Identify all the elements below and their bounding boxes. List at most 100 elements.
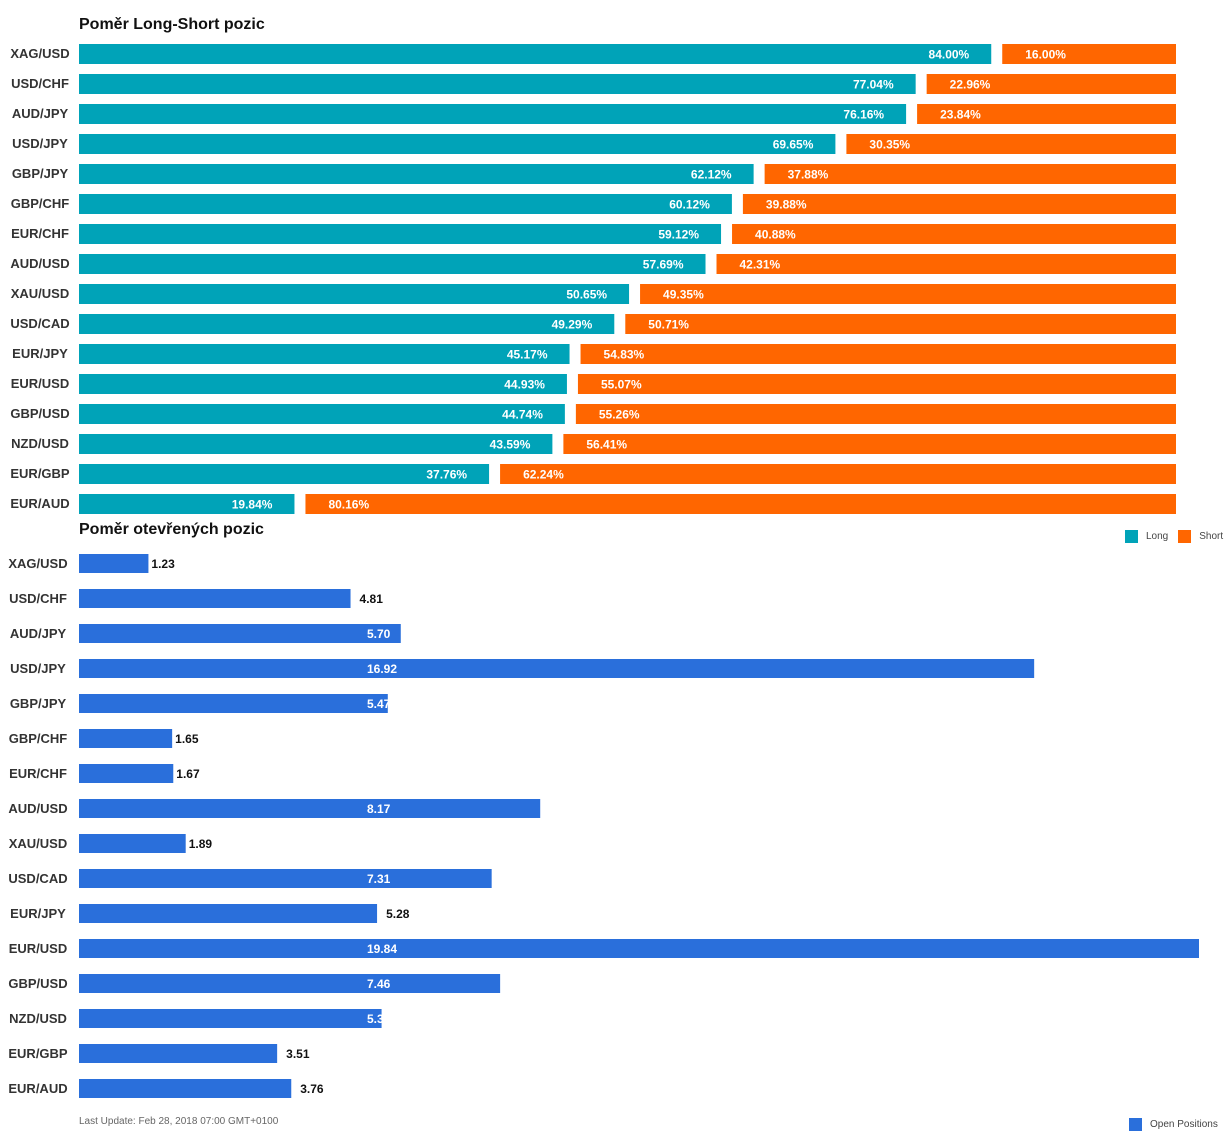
- long-value-label: 19.84%: [232, 498, 273, 512]
- category-label: GBP/CHF: [9, 731, 68, 746]
- category-label: USD/CAD: [10, 316, 69, 331]
- category-label: USD/JPY: [10, 661, 66, 676]
- category-label: EUR/USD: [9, 941, 68, 956]
- open-positions-value-label: 5.70: [367, 627, 391, 641]
- short-value-label: 16.00%: [1025, 48, 1066, 62]
- category-label: EUR/AUD: [10, 496, 69, 511]
- category-label: EUR/GBP: [8, 1046, 68, 1061]
- category-label: EUR/GBP: [10, 466, 70, 481]
- short-value-label: 22.96%: [950, 78, 991, 92]
- short-value-label: 55.26%: [599, 408, 640, 422]
- long-bar: [79, 44, 992, 64]
- long-value-label: 49.29%: [552, 318, 593, 332]
- category-label: EUR/JPY: [12, 346, 68, 361]
- long-bar: [79, 314, 615, 334]
- open-positions-legend: Open Positions: [1129, 1118, 1218, 1131]
- short-bar: [1002, 44, 1176, 64]
- category-label: XAU/USD: [9, 836, 68, 851]
- short-value-label: 39.88%: [766, 198, 807, 212]
- short-bar: [764, 164, 1176, 184]
- legend-swatch-long: [1125, 530, 1138, 543]
- category-label: NZD/USD: [11, 436, 69, 451]
- long-bar: [79, 194, 732, 214]
- open-positions-bar: [79, 869, 492, 888]
- category-label: AUD/JPY: [12, 106, 69, 121]
- category-label: USD/CHF: [9, 591, 67, 606]
- long-bar: [79, 464, 490, 484]
- legend-swatch-open-positions: [1129, 1118, 1142, 1131]
- open-positions-bar: [79, 974, 501, 993]
- short-value-label: 49.35%: [663, 288, 704, 302]
- category-label: GBP/JPY: [12, 166, 69, 181]
- short-bar: [926, 74, 1176, 94]
- long-value-label: 84.00%: [929, 48, 970, 62]
- category-label: AUD/USD: [10, 256, 69, 271]
- long-short-legend: Long Short: [1125, 530, 1230, 543]
- category-label: EUR/USD: [11, 376, 70, 391]
- open-positions-value-label: 5.47: [367, 697, 391, 711]
- long-value-label: 59.12%: [658, 228, 699, 242]
- long-value-label: 43.59%: [490, 438, 531, 452]
- category-label: AUD/USD: [8, 801, 67, 816]
- open-positions-value-label: 1.65: [175, 732, 199, 746]
- short-value-label: 54.83%: [604, 348, 645, 362]
- long-bar: [79, 374, 567, 394]
- long-short-chart-title: Poměr Long-Short pozic: [79, 16, 265, 33]
- open-positions-bar: [79, 764, 174, 783]
- long-value-label: 45.17%: [507, 348, 548, 362]
- short-value-label: 40.88%: [755, 228, 796, 242]
- open-positions-bar: [79, 659, 1035, 678]
- open-positions-value-label: 1.89: [189, 837, 213, 851]
- long-bar: [79, 134, 836, 154]
- short-bar: [575, 404, 1176, 424]
- short-bar: [742, 194, 1176, 214]
- long-bar: [79, 164, 754, 184]
- open-positions-bar: [79, 554, 149, 573]
- long-bar: [79, 494, 295, 514]
- long-bar: [79, 104, 907, 124]
- short-value-label: 56.41%: [586, 438, 627, 452]
- long-bar: [79, 344, 570, 364]
- category-label: GBP/JPY: [10, 696, 67, 711]
- long-value-label: 57.69%: [643, 258, 684, 272]
- category-label: GBP/USD: [10, 406, 69, 421]
- category-label: AUD/JPY: [10, 626, 67, 641]
- short-value-label: 55.07%: [601, 378, 642, 392]
- open-positions-bar: [79, 1044, 278, 1063]
- long-bar: [79, 284, 630, 304]
- open-positions-value-label: 3.51: [286, 1047, 310, 1061]
- short-value-label: 37.88%: [788, 168, 829, 182]
- short-bar: [305, 494, 1176, 514]
- category-label: EUR/CHF: [11, 226, 69, 241]
- open-positions-value-label: 5.28: [386, 907, 410, 921]
- open-positions-value-label: 4.81: [360, 592, 384, 606]
- short-bar: [846, 134, 1176, 154]
- short-value-label: 80.16%: [328, 498, 369, 512]
- legend-swatch-short: [1178, 530, 1192, 543]
- short-value-label: 30.35%: [869, 138, 910, 152]
- category-label: EUR/AUD: [8, 1081, 67, 1096]
- long-value-label: 60.12%: [669, 198, 710, 212]
- open-positions-value-label: 1.23: [151, 557, 175, 571]
- open-positions-bar: [79, 799, 541, 818]
- category-label: GBP/USD: [8, 976, 67, 991]
- open-positions-value-label: 19.84: [367, 942, 397, 956]
- short-value-label: 62.24%: [523, 468, 564, 482]
- open-positions-bar: [79, 904, 378, 923]
- open-positions-bar: [79, 1009, 382, 1028]
- legend-item-long: Long: [1125, 530, 1168, 543]
- long-value-label: 44.93%: [504, 378, 545, 392]
- open-positions-value-label: 8.17: [367, 802, 391, 816]
- open-positions-value-label: 7.31: [367, 872, 391, 886]
- category-label: USD/CAD: [8, 871, 67, 886]
- long-bar: [79, 224, 722, 244]
- category-label: USD/CHF: [11, 76, 69, 91]
- legend-item-short: Short: [1178, 530, 1223, 543]
- long-value-label: 50.65%: [566, 288, 607, 302]
- open-positions-bar: [79, 589, 351, 608]
- short-bar: [732, 224, 1176, 244]
- short-bar: [625, 314, 1176, 334]
- short-bar: [580, 344, 1176, 364]
- long-bar: [79, 74, 916, 94]
- open-positions-bar: [79, 694, 388, 713]
